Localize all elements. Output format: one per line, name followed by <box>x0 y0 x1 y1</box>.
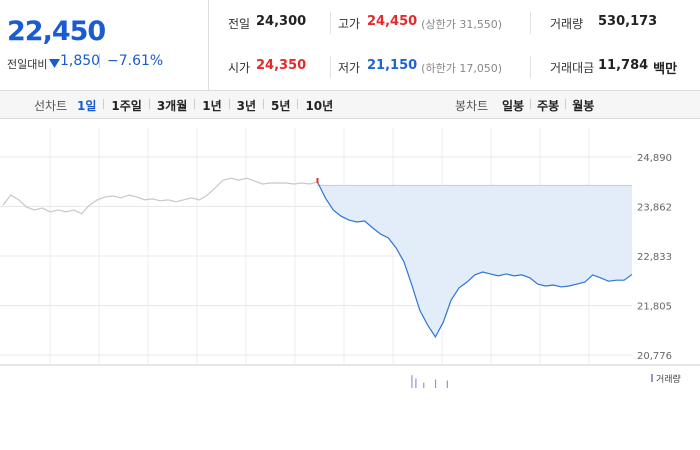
y-tick-label: 20,776 <box>637 351 672 362</box>
tab-separator <box>530 99 532 109</box>
tab-separator <box>148 99 150 109</box>
divider <box>0 90 700 91</box>
tab[interactable]: 일봉 <box>502 99 525 113</box>
tab-group-label: 봉차트 <box>455 99 489 113</box>
volume-bar <box>446 380 448 388</box>
volume-bar <box>415 378 417 388</box>
change-rate: −7.61% <box>107 53 164 69</box>
tab[interactable]: 주봉 <box>537 99 560 113</box>
tab-group-label: 선차트 <box>34 99 68 113</box>
tab-bar <box>0 91 700 119</box>
price-block <box>0 0 209 90</box>
separator <box>330 12 331 34</box>
legend-swatch <box>651 374 653 382</box>
info-label: 거래대금 <box>550 61 595 75</box>
price: 22,450 <box>7 16 106 47</box>
down-icon <box>49 59 60 68</box>
info-value: 530,173 <box>598 14 658 29</box>
info-value: 11,784 <box>598 58 649 73</box>
price-line <box>2 177 318 215</box>
tab[interactable]: 1년 <box>202 99 222 113</box>
tab-separator <box>103 99 105 109</box>
tab-separator <box>228 99 230 109</box>
info-label: 거래량 <box>550 17 584 31</box>
info-sub: (상한가 31,550) <box>421 18 503 31</box>
y-tick-label: 22,833 <box>637 252 672 263</box>
info-value: 24,350 <box>256 58 307 73</box>
info-sub: (하한가 17,050) <box>421 62 503 75</box>
info-value: 21,150 <box>367 58 418 73</box>
y-tick-label: 23,862 <box>637 202 672 213</box>
separator <box>530 56 531 78</box>
info-label: 전일 <box>228 17 251 31</box>
price-line <box>316 181 633 339</box>
start-marker <box>316 178 319 184</box>
info-unit: 백만 <box>653 62 678 77</box>
info-value: 24,450 <box>367 14 418 29</box>
volume-bar <box>411 375 413 388</box>
change-label: 전일대비 <box>7 58 48 71</box>
tab-separator <box>263 99 265 109</box>
separator <box>530 12 531 34</box>
tab[interactable]: 5년 <box>271 99 291 113</box>
tab[interactable]: 월봉 <box>572 99 595 113</box>
info-label: 시가 <box>228 61 251 75</box>
info-value: 24,300 <box>256 14 307 29</box>
tab[interactable]: 3개월 <box>156 99 188 113</box>
info-label: 저가 <box>338 61 361 75</box>
tab[interactable]: 1일 <box>77 99 97 113</box>
change: 1,850 <box>60 53 101 69</box>
tab[interactable]: 10년 <box>305 99 334 113</box>
volume-bar <box>434 379 437 388</box>
tab[interactable]: 3년 <box>236 99 257 113</box>
y-tick-label: 21,805 <box>637 301 672 312</box>
separator <box>99 54 100 68</box>
separator <box>330 56 331 78</box>
legend-label: 거래량 <box>656 373 681 385</box>
tab-separator <box>565 99 567 109</box>
y-tick-label: 24,890 <box>637 153 672 164</box>
tab-separator <box>194 99 196 109</box>
area-fill <box>317 182 632 337</box>
info-label: 고가 <box>338 17 361 31</box>
tab-separator <box>297 99 299 109</box>
tab[interactable]: 1주일 <box>111 99 142 113</box>
volume-bar <box>423 382 425 388</box>
